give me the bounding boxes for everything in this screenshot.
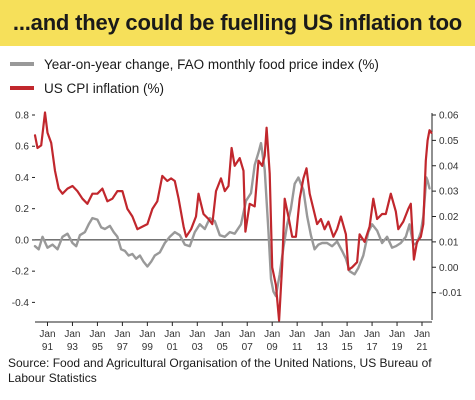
legend-swatch-cpi bbox=[10, 86, 34, 90]
y-right-tick-label: 0.01 bbox=[439, 237, 459, 248]
x-tick-label-year: 21 bbox=[416, 342, 428, 353]
y-left-tick-label: 0.0 bbox=[15, 235, 29, 246]
x-tick-label-month: Jan bbox=[389, 329, 405, 340]
x-tick-label-month: Jan bbox=[239, 329, 255, 340]
legend-label-food: Year-on-year change, FAO monthly food pr… bbox=[44, 56, 379, 72]
x-tick-label-year: 01 bbox=[167, 342, 179, 353]
source-note: Source: Food and Agricultural Organisati… bbox=[8, 356, 432, 385]
chart-title: ...and they could be fuelling US inflati… bbox=[12, 10, 463, 35]
y-left-tick-label: -0.4 bbox=[12, 298, 30, 309]
legend-item-food: Year-on-year change, FAO monthly food pr… bbox=[10, 52, 470, 76]
y-right-tick-label: 0.02 bbox=[439, 212, 459, 223]
y-left-tick-label: -0.2 bbox=[12, 267, 30, 278]
x-tick-label-month: Jan bbox=[89, 329, 105, 340]
x-tick-label-month: Jan bbox=[139, 329, 155, 340]
line-chart: 0.8 0.6 0.4 0.2 0.0 -0.2 -0.4 0.06 0.05 0.04 0.03 0… bbox=[12, 111, 462, 354]
y-right-tick-label: 0.00 bbox=[439, 263, 459, 274]
legend-label-cpi: US CPI inflation (%) bbox=[44, 80, 165, 96]
x-tick-label-year: 07 bbox=[242, 342, 254, 353]
x-tick-label-year: 05 bbox=[217, 342, 229, 353]
y-right-tick-label: -0.01 bbox=[439, 288, 462, 299]
x-tick-label-month: Jan bbox=[214, 329, 230, 340]
legend-item-cpi: US CPI inflation (%) bbox=[10, 76, 470, 100]
x-tick-label-month: Jan bbox=[189, 329, 205, 340]
x-tick-label-month: Jan bbox=[264, 329, 280, 340]
x-tick-label-month: Jan bbox=[314, 329, 330, 340]
series-line-cpi bbox=[33, 111, 433, 322]
y-left-tick-label: 0.4 bbox=[15, 173, 29, 184]
x-tick-label-year: 17 bbox=[367, 342, 379, 353]
x-tick-label-year: 09 bbox=[267, 342, 279, 353]
x-tick-label-month: Jan bbox=[114, 329, 130, 340]
x-tick-label-month: Jan bbox=[339, 329, 355, 340]
x-tick-label-year: 91 bbox=[42, 342, 54, 353]
y-right-tick-label: 0.05 bbox=[439, 136, 459, 147]
x-tick-label-year: 97 bbox=[117, 342, 129, 353]
x-tick-label-year: 99 bbox=[142, 342, 154, 353]
x-tick-label-year: 93 bbox=[67, 342, 79, 353]
x-tick-label-month: Jan bbox=[164, 329, 180, 340]
legend-swatch-food bbox=[10, 62, 34, 66]
x-tick-label-year: 11 bbox=[292, 342, 303, 353]
x-tick-label-month: Jan bbox=[289, 329, 305, 340]
x-tick-label-month: Jan bbox=[364, 329, 380, 340]
x-tick-label-year: 03 bbox=[192, 342, 204, 353]
x-tick-label-year: 15 bbox=[342, 342, 354, 353]
y-right-tick-label: 0.06 bbox=[439, 111, 459, 122]
y-left-tick-label: 0.6 bbox=[15, 142, 29, 153]
x-tick-label-year: 95 bbox=[92, 342, 104, 353]
x-tick-label-year: 19 bbox=[391, 342, 403, 353]
y-left-tick-label: 0.8 bbox=[15, 111, 29, 122]
y-right-tick-label: 0.04 bbox=[439, 161, 459, 172]
y-left-tick-label: 0.2 bbox=[15, 204, 29, 215]
x-tick-label-month: Jan bbox=[64, 329, 80, 340]
y-right-tick-label: 0.03 bbox=[439, 187, 459, 198]
title-banner: ...and they could be fuelling US inflati… bbox=[0, 0, 475, 46]
x-tick-label-year: 13 bbox=[317, 342, 329, 353]
x-tick-label-month: Jan bbox=[39, 329, 55, 340]
legend: Year-on-year change, FAO monthly food pr… bbox=[10, 52, 470, 100]
x-tick-label-month: Jan bbox=[414, 329, 430, 340]
